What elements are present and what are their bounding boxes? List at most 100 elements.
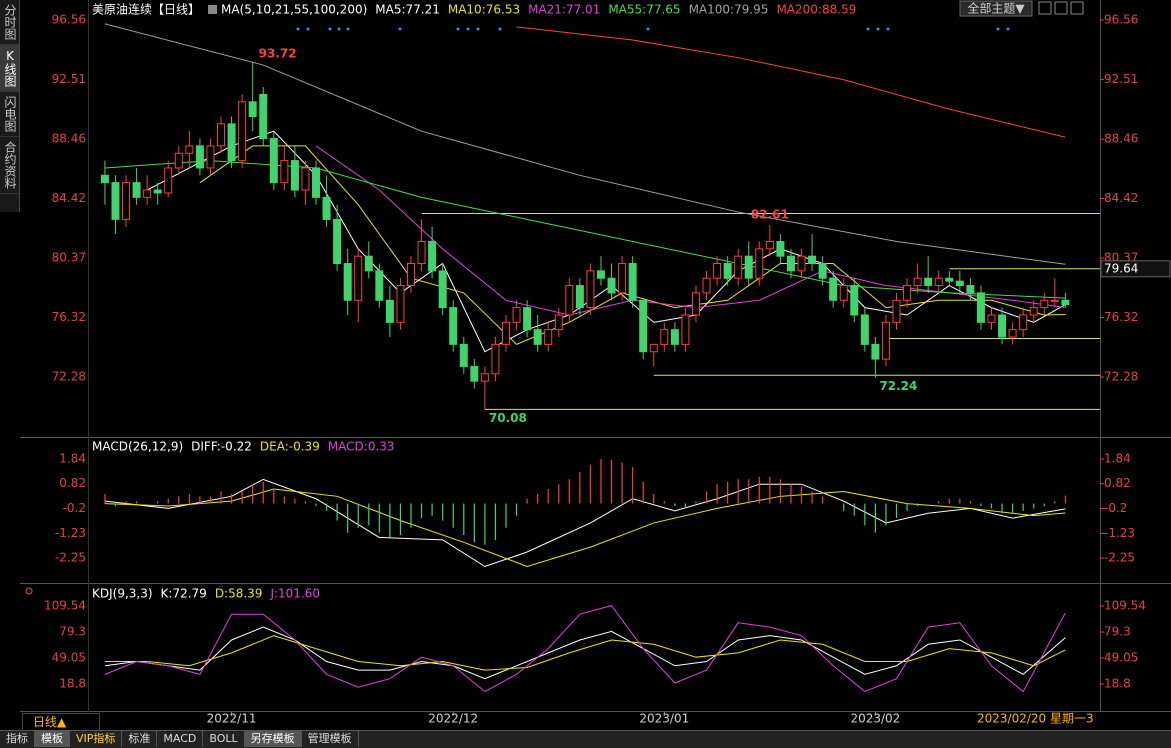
tab[interactable]: 另存模板: [244, 731, 302, 747]
price-annotation: 82.61: [751, 208, 789, 222]
candle-body: [164, 167, 173, 194]
candle-body: [670, 329, 679, 345]
period-selector[interactable]: 日线▲: [22, 713, 100, 731]
candle-body: [649, 343, 658, 353]
candle-body: [850, 285, 859, 316]
window-button[interactable]: [1054, 1, 1068, 15]
sidebar: 分时图 K线图 闪电图 合约资料: [0, 0, 20, 212]
legend-swatch: [208, 5, 218, 14]
side-tab[interactable]: 合约资料: [0, 137, 19, 194]
tab[interactable]: 标准: [122, 731, 158, 747]
candle-body: [111, 182, 120, 220]
price-label-box: [1100, 260, 1171, 278]
candle-body: [1040, 299, 1049, 309]
candle-body: [312, 167, 321, 198]
price-annotation: 72.24: [879, 379, 917, 393]
y-tick-label-right: 72.28: [1104, 370, 1138, 384]
y-tick-label-right: 88.46: [1104, 132, 1138, 146]
window-button[interactable]: [1038, 1, 1052, 15]
legend-entry: MA200:88.59: [776, 3, 856, 17]
candle-body: [407, 263, 416, 287]
indicator-label: MA(5,10,21,55,100,200): [221, 3, 367, 17]
candle-body: [480, 373, 489, 382]
ma-line: [104, 605, 1066, 693]
candle-body: [596, 270, 605, 279]
theme-button[interactable]: [959, 0, 1033, 17]
candle-body: [385, 299, 394, 323]
candle-body: [976, 292, 985, 323]
candle-body: [501, 321, 510, 345]
tab[interactable]: 指标: [0, 731, 35, 747]
tab[interactable]: VIP指标: [70, 731, 123, 747]
candle-body: [744, 255, 753, 279]
y-tick-label-right: 1.84: [1104, 452, 1131, 466]
candle-body: [470, 365, 479, 382]
candle-body: [565, 285, 574, 316]
y-tick-label: 76.32: [52, 310, 86, 324]
candle-body: [881, 321, 890, 360]
y-tick-label-right: -2.25: [1104, 551, 1135, 565]
side-tab[interactable]: K线图: [0, 45, 19, 92]
tab-bar: 指标 模板 VIP指标 标准 MACD BOLL 另存模板 管理模板: [0, 730, 1171, 748]
side-tab[interactable]: 闪电图: [0, 92, 19, 137]
y-tick-label-right: 109.54: [1104, 598, 1146, 612]
y-tick-label: 80.37: [52, 251, 86, 265]
date-extra: 3: [1086, 712, 1094, 726]
x-tick-label: 2022/12: [428, 712, 478, 726]
candle-body: [428, 240, 437, 272]
y-tick-label-right: -1.23: [1104, 526, 1135, 540]
y-tick-label: 96.56: [52, 13, 86, 27]
y-tick-label-right: 84.42: [1104, 191, 1138, 205]
y-tick-label: 92.51: [52, 72, 86, 86]
legend-entry: MA10:76.53: [448, 3, 520, 17]
candle-body: [734, 255, 743, 279]
tab[interactable]: 管理模板: [302, 731, 359, 747]
candle-body: [143, 189, 152, 198]
y-tick-label: 109.54: [44, 598, 86, 612]
tab[interactable]: 模板: [35, 731, 70, 747]
side-tab[interactable]: 分时图: [0, 0, 19, 45]
candle-body: [259, 93, 268, 140]
y-tick-label-right: 79.3: [1104, 624, 1131, 638]
legend-entry: J:101.60: [269, 587, 320, 601]
candle-body: [174, 152, 183, 169]
y-tick-label: 79.3: [59, 624, 86, 638]
legend-entry: MA21:77.01: [528, 3, 600, 17]
theme-button-label[interactable]: 全部主题▼: [967, 1, 1025, 16]
candle-body: [713, 263, 722, 279]
candle-body: [100, 174, 109, 184]
candle-body: [691, 292, 700, 316]
candle-body: [934, 277, 943, 287]
ma-line: [104, 23, 1066, 265]
y-tick-label-right: 49.05: [1104, 650, 1138, 664]
candle-body: [1050, 299, 1059, 302]
candle-body: [322, 196, 331, 220]
candle-body: [871, 343, 880, 360]
legend-entry: MA55:77.65: [608, 3, 680, 17]
window-button[interactable]: [1070, 1, 1084, 15]
y-tick-label-right: 0.82: [1104, 476, 1131, 490]
tab[interactable]: BOLL: [203, 731, 245, 747]
y-tick-label-right: 18.8: [1104, 677, 1131, 691]
candle-body: [628, 263, 637, 301]
y-tick-label: 18.8: [59, 677, 86, 691]
candle-body: [765, 240, 774, 250]
chart: 全部主题▼ 2023/02/20 星期一 3 96.56 96.56 92.51 92…: [20, 0, 1171, 726]
panel-icon[interactable]: [25, 587, 33, 595]
y-tick-label: -1.23: [55, 526, 86, 540]
current-date: 2023/02/20 星期一: [977, 712, 1086, 726]
candle-body: [913, 277, 922, 287]
y-tick-label: 0.82: [59, 476, 86, 490]
candle-body: [955, 280, 964, 287]
y-tick-label: -0.2: [63, 501, 86, 515]
ma-line: [104, 635, 1066, 671]
candle-body: [132, 182, 141, 198]
candle-body: [1019, 314, 1028, 331]
tab[interactable]: MACD: [157, 731, 204, 747]
candle-body: [364, 255, 373, 272]
candle-body: [998, 314, 1007, 338]
candle-body: [333, 218, 342, 265]
candle-body: [607, 277, 616, 294]
candle-body: [903, 285, 912, 301]
